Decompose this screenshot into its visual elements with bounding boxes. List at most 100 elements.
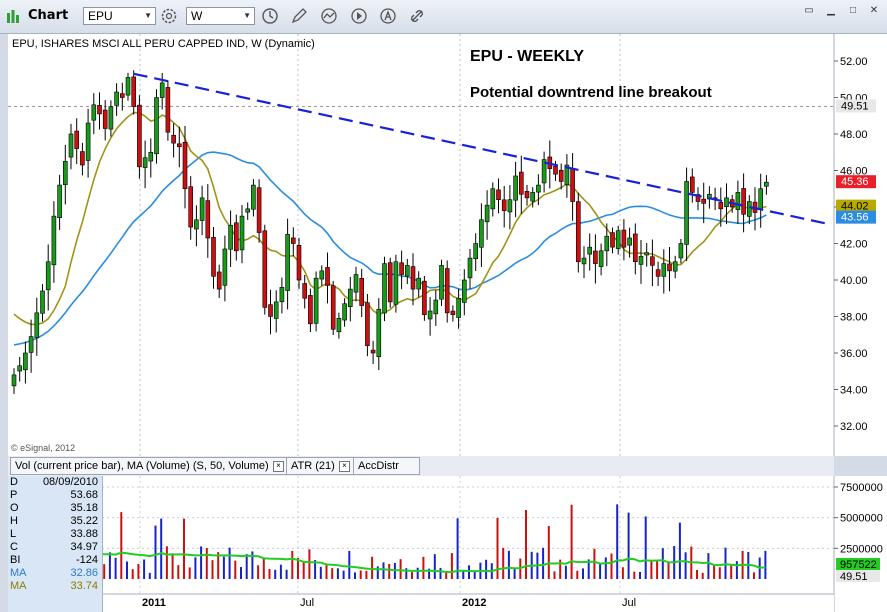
candle-body <box>444 268 450 314</box>
clock-icon[interactable] <box>261 7 279 25</box>
tab-volume[interactable]: Vol (current price bar), MA (Volume) (S,… <box>10 457 288 475</box>
data-row: MA 32.86 <box>10 567 98 579</box>
volume-ma-line <box>12 544 766 574</box>
candle-body <box>678 243 684 259</box>
price-tag-label: 49.51 <box>841 100 869 112</box>
candle-body <box>632 233 638 263</box>
price-chart[interactable]: 52.0050.0048.0046.0044.0042.0040.0038.00… <box>0 34 887 456</box>
candle-body <box>165 87 171 133</box>
candle-body <box>416 277 422 290</box>
tab-atr[interactable]: ATR (21) × <box>286 457 354 475</box>
price-tick-label: 34.00 <box>840 385 868 397</box>
candle-body <box>177 143 182 148</box>
candle-body <box>154 97 159 155</box>
price-tag <box>836 199 876 213</box>
candle-body <box>205 200 211 239</box>
close-tab-icon[interactable]: × <box>339 461 350 472</box>
price-tag-label: 44.02 <box>841 201 869 213</box>
candle-body <box>724 197 729 208</box>
price-tag-label: 43.56 <box>841 212 869 224</box>
candle-body <box>427 310 433 320</box>
candle-body <box>553 166 558 175</box>
price-tag <box>836 99 876 113</box>
alert-a-icon[interactable] <box>379 7 397 25</box>
restore-window-icon[interactable]: ▭ <box>804 5 814 16</box>
candle-body <box>587 246 593 255</box>
candle-body <box>735 192 741 210</box>
tab-volume-label: Vol (current price bar), MA (Volume) (S,… <box>15 460 269 472</box>
study-icon[interactable] <box>320 7 338 25</box>
interval-input[interactable]: W ▼ <box>186 7 255 25</box>
symbol-input[interactable]: EPU ▼ <box>83 7 156 25</box>
candle-body <box>120 93 125 98</box>
volume-tag <box>836 558 880 570</box>
candle-body <box>353 274 359 293</box>
candle-body <box>80 151 85 166</box>
data-row: H 35.22 <box>10 515 98 527</box>
candle-body <box>575 201 581 263</box>
candle-body <box>108 106 114 130</box>
copyright-text: © eSignal, 2012 <box>11 443 75 453</box>
data-row: C 34.97 <box>10 541 98 553</box>
candle-body <box>142 157 148 168</box>
volume-plot-area <box>8 476 834 612</box>
candle-body <box>325 267 330 286</box>
chart-app-icon <box>7 10 19 23</box>
candle-body <box>171 134 176 144</box>
candle-body <box>11 374 17 387</box>
candle-body <box>68 133 74 158</box>
candle-body <box>598 250 604 267</box>
candle-body <box>484 204 490 223</box>
maximize-icon[interactable]: □ <box>849 5 857 16</box>
settings-icon[interactable] <box>160 7 178 25</box>
symbol-value: EPU <box>88 9 113 23</box>
candle-body <box>319 270 325 280</box>
candle-body <box>40 290 45 314</box>
candle-body <box>28 336 34 353</box>
candle-body <box>199 197 205 221</box>
minimize-icon[interactable]: ▁ <box>827 5 835 16</box>
candle-body <box>593 250 598 264</box>
candle-body <box>137 104 142 168</box>
candle-body <box>615 230 621 249</box>
data-row: BI -124 <box>10 554 98 566</box>
candle-body <box>182 142 188 190</box>
candle-body <box>689 176 695 193</box>
candle-body <box>370 349 376 354</box>
candle-body <box>268 304 273 317</box>
link-icon[interactable] <box>408 7 426 25</box>
play-icon[interactable] <box>350 7 368 25</box>
candle-body <box>695 194 701 202</box>
candle-body <box>627 237 632 246</box>
volume-tag <box>836 570 880 582</box>
pencil-icon[interactable] <box>290 7 308 25</box>
candle-body <box>279 287 285 303</box>
candle-body <box>684 181 689 245</box>
candle-body <box>114 91 119 106</box>
candle-body <box>518 171 524 195</box>
candle-body <box>672 261 678 272</box>
candle-body <box>433 299 439 315</box>
volume-tick-label: 7500000 <box>840 482 883 494</box>
candle-body <box>479 219 484 248</box>
candle-body <box>741 188 746 215</box>
candle-body <box>382 263 387 314</box>
chart-title: EPU, ISHARES MSCI ALL PERU CAPPED IND, W… <box>12 38 315 50</box>
tab-accdistr[interactable]: AccDistr <box>353 457 420 475</box>
volume-axis-area <box>834 476 887 612</box>
close-tab-icon[interactable]: × <box>273 461 284 472</box>
close-icon[interactable]: ✕ <box>869 5 879 16</box>
candle-body <box>131 76 136 107</box>
window-title: Chart <box>28 8 69 23</box>
candle-body <box>34 312 40 339</box>
candle-body <box>51 215 57 266</box>
x-axis-label: Jul <box>622 597 636 609</box>
candle-body <box>644 252 650 256</box>
candle-body <box>85 122 91 161</box>
price-tick-label: 46.00 <box>840 166 868 178</box>
candle-body <box>194 219 199 230</box>
volume-tag-label: 957522 <box>840 559 877 571</box>
candle-body <box>62 161 68 186</box>
candle-body <box>701 198 707 204</box>
